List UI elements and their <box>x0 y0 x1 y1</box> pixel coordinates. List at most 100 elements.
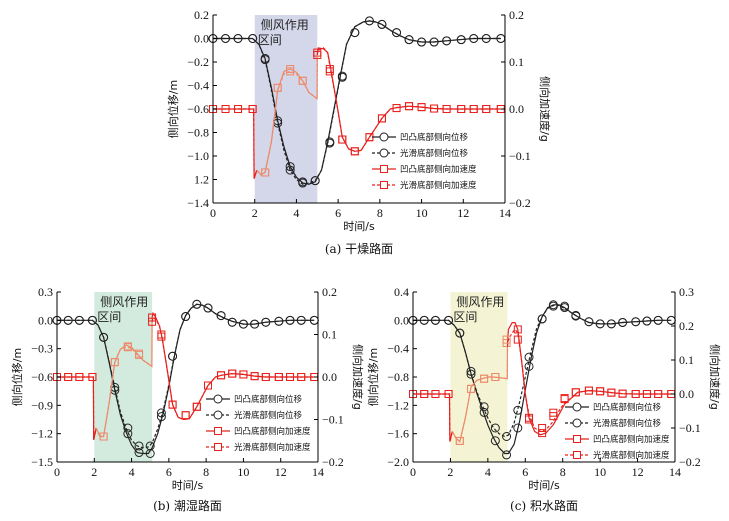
y2-axis-label: 侧向加速度/g <box>538 76 552 142</box>
marker-square-acc_smooth <box>250 372 259 381</box>
marker-square-acc_smooth <box>75 373 84 381</box>
legend-marker-square <box>214 443 222 451</box>
marker-square-acc_smooth <box>654 390 663 398</box>
marker-square-acc_smooth <box>338 135 347 144</box>
x-tick-label: 14 <box>499 206 511 220</box>
marker-square-acc_smooth <box>502 335 511 344</box>
marker-square-acc_smooth <box>350 147 359 156</box>
y2-tick-label: 0.1 <box>322 328 337 342</box>
legend-label: 光滑底部侧向加速度 <box>593 450 670 461</box>
y2-tick-label: 0.0 <box>509 102 524 116</box>
marker-circle-disp_smooth <box>203 303 213 313</box>
legend-label: 凹凸底部侧向位移 <box>400 132 469 143</box>
marker-circle-disp_smooth <box>296 315 306 325</box>
legend-marker-circle <box>213 410 223 420</box>
marker-circle-disp_smooth <box>156 408 166 418</box>
marker-square-acc_smooth <box>248 105 257 113</box>
marker-circle-disp_smooth <box>285 315 295 325</box>
marker-circle-disp_smooth <box>325 138 335 148</box>
marker-square-acc_smooth <box>631 390 640 398</box>
x-tick-label: 12 <box>632 465 644 479</box>
marker-circle-disp_smooth <box>221 34 231 43</box>
x-tick-label: 8 <box>377 206 383 220</box>
x-tick-label: 12 <box>457 206 469 220</box>
legend-label: 光滑底部侧向位移 <box>400 148 469 159</box>
marker-square-acc_smooth <box>469 105 478 113</box>
marker-square-acc_smooth <box>560 394 569 403</box>
y-tick-label: 0.2 <box>194 8 209 22</box>
series-line-acc_smooth <box>57 376 97 441</box>
x-tick-label: 14 <box>312 465 324 479</box>
x-tick-label: 2 <box>252 206 258 220</box>
marker-square-acc_smooth <box>313 50 322 59</box>
y2-tick-label: −0.2 <box>509 196 531 210</box>
marker-square-acc_smooth <box>480 374 489 383</box>
marker-circle-disp_smooth <box>417 37 427 47</box>
y2-axis-label: 侧向加速度/g <box>708 344 722 410</box>
marker-circle-disp_smooth <box>192 299 202 309</box>
marker-circle-disp_smooth <box>168 351 178 361</box>
series-line-acc_smooth <box>413 393 453 442</box>
x-tick-label: 4 <box>293 206 299 220</box>
marker-circle-disp_smooth <box>261 317 271 327</box>
marker-circle-disp_smooth <box>442 36 452 46</box>
marker-circle-disp_rough <box>134 448 144 458</box>
marker-square-acc_smooth <box>239 370 248 379</box>
x-tick-label: 10 <box>416 206 428 220</box>
series-line-acc_smooth <box>213 108 258 179</box>
series-line-disp_smooth <box>213 20 501 185</box>
x-tick-label: 2 <box>91 465 97 479</box>
marker-square-acc_smooth <box>457 105 466 113</box>
marker-square-acc_smooth <box>64 373 73 381</box>
marker-square-acc_smooth <box>417 103 426 112</box>
x-tick-label: 0 <box>54 465 60 479</box>
marker-circle-disp_smooth <box>181 312 191 322</box>
legend-marker-square <box>380 181 388 189</box>
marker-circle-disp_smooth <box>456 35 466 45</box>
y-tick-label: −0.3 <box>31 342 53 356</box>
legend-label: 光滑底部侧向位移 <box>234 410 303 421</box>
chart-caption: (c) 积水路面 <box>510 498 578 513</box>
marker-square-acc_smooth <box>217 371 226 380</box>
marker-square-acc_smooth <box>234 105 243 113</box>
marker-square-acc_smooth <box>204 381 213 390</box>
series-line-acc_smooth <box>151 316 315 421</box>
marker-circle-disp_smooth <box>490 423 500 433</box>
y-tick-label: −0.6 <box>31 370 53 384</box>
x-tick-label: 0 <box>210 206 216 220</box>
marker-square-acc_smooth <box>405 102 414 111</box>
series-line-acc_rough <box>413 393 453 442</box>
legend-label: 凹凸底部侧向位移 <box>234 394 303 405</box>
legend-label: 光滑底部侧向位移 <box>593 418 662 429</box>
marker-square-acc_smooth <box>444 390 453 398</box>
marker-circle-disp_smooth <box>631 317 641 327</box>
marker-square-acc_smooth <box>297 373 306 381</box>
marker-square-acc_smooth <box>99 432 108 441</box>
marker-circle-disp_smooth <box>618 317 628 327</box>
marker-square-acc_smooth <box>192 402 201 411</box>
x-tick-label: 0 <box>410 465 416 479</box>
marker-circle-disp_smooth <box>337 72 347 82</box>
x-tick-label: 12 <box>275 465 287 479</box>
series-line-acc_smooth <box>451 346 509 443</box>
y2-tick-label: 0.0 <box>679 387 694 401</box>
y-tick-label: −1.6 <box>387 427 409 441</box>
marker-square-acc_smooth <box>228 369 237 378</box>
marker-circle-disp_smooth <box>537 314 547 324</box>
marker-circle-disp_rough <box>490 436 500 446</box>
y2-tick-label: 0.2 <box>679 319 694 333</box>
legend-label: 凹凸底部侧向加速度 <box>234 426 311 437</box>
marker-circle-disp_smooth <box>466 369 476 379</box>
x-tick-label: 2 <box>447 465 453 479</box>
x-tick-label: 10 <box>237 465 249 479</box>
marker-circle-disp_smooth <box>606 319 616 329</box>
legend-marker-circle <box>572 402 582 412</box>
legend-marker-circle <box>572 418 582 428</box>
x-tick-label: 14 <box>669 465 681 479</box>
legend-marker-circle <box>379 148 389 158</box>
marker-circle-disp_smooth <box>364 16 374 26</box>
marker-circle-disp_smooth <box>404 35 414 45</box>
marker-square-acc_rough <box>513 325 522 334</box>
legend-marker-square <box>214 427 222 435</box>
